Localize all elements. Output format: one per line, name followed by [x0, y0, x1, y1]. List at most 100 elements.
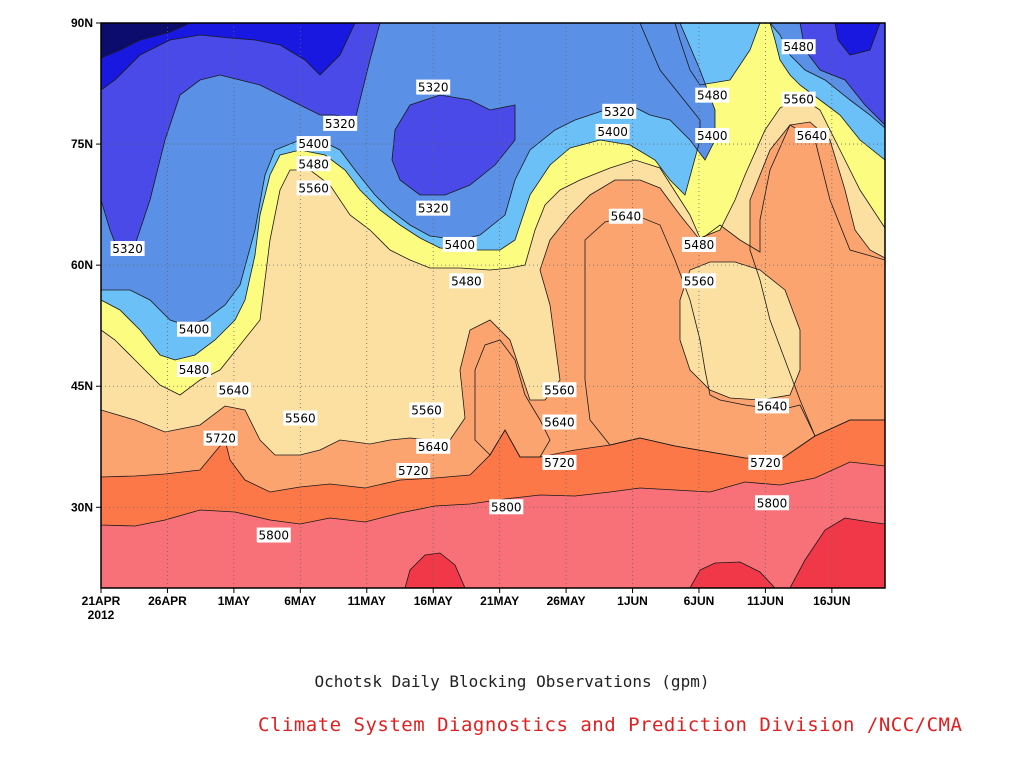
contour-label-text: 5560: [783, 93, 814, 107]
contour-label: 5800: [256, 527, 291, 543]
contour-label-bg: [216, 382, 251, 398]
contour-label: 5480: [177, 362, 212, 378]
contour-label-text: 5640: [418, 440, 449, 454]
contour-line: [101, 23, 885, 527]
contour-label-bg: [781, 91, 816, 107]
contour-label: 5480: [681, 236, 716, 252]
contour-label: 5800: [755, 495, 790, 511]
contour-label-bg: [781, 39, 816, 55]
contour-label-text: 5400: [697, 129, 728, 143]
contour-line: [789, 517, 885, 588]
contour-line: [689, 561, 776, 588]
contour-label-bg: [755, 398, 790, 414]
contour-label-bg: [449, 273, 484, 289]
contour-label-text: 5480: [697, 89, 728, 103]
contour-label-bg: [489, 499, 524, 515]
contour-label-bg: [755, 495, 790, 511]
contour-label-text: 5640: [611, 210, 642, 224]
contour-label-bg: [409, 402, 444, 418]
contour-label: 5560: [409, 402, 444, 418]
contour-label-text: 5720: [205, 432, 236, 446]
contour-line: [834, 23, 881, 56]
contour-label-bg: [542, 382, 577, 398]
x-tick-label: 1MAY: [218, 594, 250, 608]
contour-label: 5640: [416, 438, 451, 454]
contour-label-text: 5720: [750, 456, 781, 470]
y-axis: 30N 45N 60N 75N 90N: [71, 16, 101, 514]
contour-label-bg: [396, 462, 431, 478]
x-tick-label: 26MAY: [547, 594, 586, 608]
contour-label-text: 5480: [451, 274, 482, 288]
contour-label: 5400: [177, 321, 212, 337]
contour-line: [404, 552, 466, 588]
contour-label-text: 5720: [398, 464, 429, 478]
contour-label-bg: [681, 236, 716, 252]
contour-label: 5560: [542, 382, 577, 398]
contour-label-text: 5560: [285, 412, 316, 426]
contour-line: [101, 23, 885, 456]
contour-label-text: 5800: [491, 500, 522, 514]
contour-label-text: 5400: [179, 323, 210, 337]
contour-label-text: 5480: [783, 40, 814, 54]
contour-label: 5560: [781, 91, 816, 107]
contour-label: 5320: [110, 241, 145, 256]
contour-label: 5720: [542, 454, 577, 470]
contour-label: 5480: [781, 39, 816, 55]
contour-label: 5800: [489, 499, 524, 515]
contour-label-text: 5800: [258, 529, 289, 543]
x-axis: 21APR 26APR 1MAY 6MAY 11MAY 16MAY 21MAY 26MAY 1J…: [82, 588, 851, 622]
contour-label-text: 5720: [544, 456, 575, 470]
contour-label-bg: [542, 414, 577, 430]
x-tick-label: 1JUN: [617, 594, 648, 608]
contour-label-text: 5400: [298, 137, 329, 151]
contour-label-bg: [681, 273, 716, 289]
fill-cell-5880-c: [790, 518, 885, 588]
contour-label: 5640: [542, 414, 577, 430]
contour-label: 5640: [755, 398, 790, 414]
contour-label: 5560: [681, 273, 716, 289]
x-tick-label: 26APR: [148, 594, 187, 608]
fill-band-5240: [101, 23, 380, 255]
fill-cell-5880-b: [690, 562, 775, 588]
x-tick-label: 6JUN: [684, 594, 715, 608]
contour-label: 5320: [323, 115, 358, 131]
contour-label-text: 5480: [179, 363, 210, 377]
fill-cell-5160-east: [835, 23, 880, 55]
contour-label-text: 5640: [797, 129, 828, 143]
contour-label-bg: [283, 410, 318, 426]
contour-label-bg: [608, 208, 643, 224]
x-tick-label: 11JUN: [747, 594, 784, 608]
y-tick-label: 45N: [71, 379, 93, 393]
contour-label-layer: 5320 5320 5320 5320 5320 5400 5400 5400 5400 5400…: [110, 39, 829, 543]
contour-label-text: 5560: [544, 383, 575, 397]
contour-label-bg: [296, 156, 331, 172]
contour-line: [101, 23, 885, 396]
y-tick-label: 90N: [71, 16, 93, 30]
contour-label-text: 5640: [544, 416, 575, 430]
contour-label: 5640: [216, 382, 251, 398]
contour-label-bg: [110, 241, 145, 256]
contour-label-text: 5640: [757, 399, 788, 413]
contour-label-bg: [203, 430, 238, 446]
contour-line: [101, 23, 356, 91]
contour-label: 5480: [695, 87, 730, 103]
credit-line: Climate System Diagnostics and Predictio…: [258, 714, 963, 736]
x-start-year: 2012: [88, 608, 115, 622]
contour-label-bg: [595, 123, 630, 139]
contour-line: [679, 261, 801, 401]
contour-label-text: 5400: [597, 125, 628, 139]
contour-label-bg: [748, 454, 783, 470]
contour-label-bg: [256, 527, 291, 543]
contour-label-bg: [296, 136, 331, 152]
contour-label: 5560: [283, 410, 318, 426]
contour-label: 5400: [442, 236, 477, 252]
contour-label-bg: [177, 362, 212, 378]
contour-label-text: 5560: [411, 403, 442, 417]
contour-label-bg: [794, 128, 829, 143]
contour-label-text: 5560: [684, 274, 715, 288]
contour-line: [101, 23, 885, 361]
contour-label: 5720: [396, 462, 431, 478]
contour-label-text: 5320: [418, 81, 449, 95]
fill-cell-5560-pocket: [680, 262, 800, 400]
contour-label-text: 5320: [604, 105, 635, 119]
